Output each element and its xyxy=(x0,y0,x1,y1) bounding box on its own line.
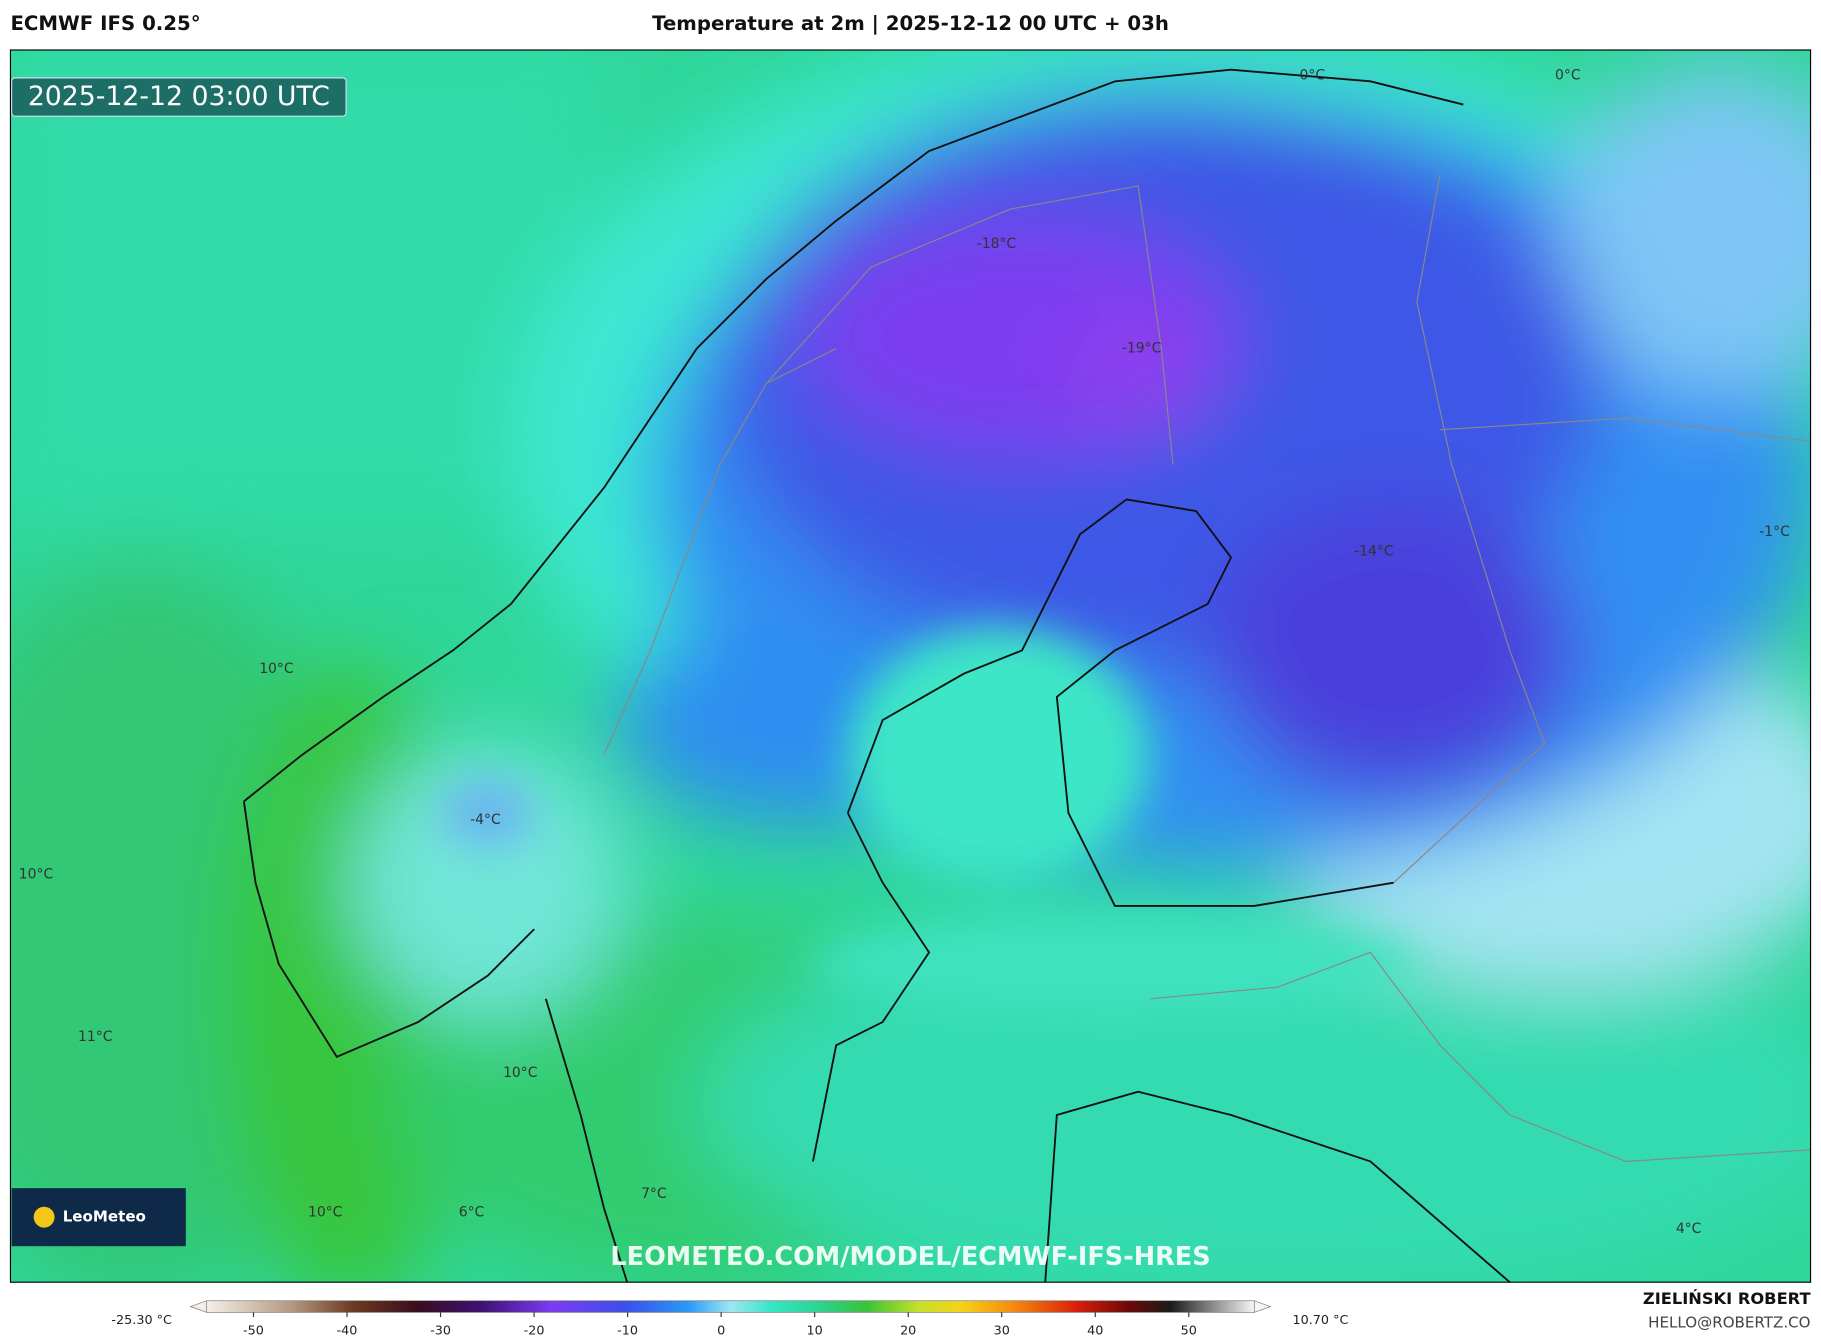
author-name: ZIELIŃSKI ROBERT xyxy=(1643,1289,1811,1308)
colorbar-tick-label: 30 xyxy=(994,1323,1010,1338)
temperature-label: 7°C xyxy=(641,1186,667,1202)
colorbar-tick-label: 10 xyxy=(807,1323,823,1338)
colorbar-tick-label: -50 xyxy=(243,1323,264,1338)
map-timestamp: 2025-12-12 03:00 UTC xyxy=(28,81,330,112)
author-email: HELLO@ROBERTZ.CO xyxy=(1648,1313,1811,1331)
temperature-label: 4°C xyxy=(1676,1221,1702,1237)
colorbar-end xyxy=(189,1300,208,1313)
map-frame xyxy=(9,49,1812,1283)
map-labels: 0°C 0°C -18°C -19°C -14°C -1°C 10°C -4°C 10°C 11°… xyxy=(19,68,1790,1237)
temperature-label: -18°C xyxy=(977,236,1016,252)
watermark: LEOMETEO.COM/MODEL/ECMWF-IFS-HRES xyxy=(610,1242,1210,1272)
colorbar: -25.30 °C 10.70 °C -50 -40 -30 -20 -10 0 10 20 3… xyxy=(111,1300,1349,1338)
logo-sun xyxy=(33,1206,55,1228)
temperature-label: 10°C xyxy=(503,1065,537,1081)
colorbar-tick-label: -20 xyxy=(524,1323,545,1338)
temperature-label: 0°C xyxy=(1555,68,1581,84)
colorbar-tick-label: -40 xyxy=(337,1323,358,1338)
colorbar-gradient xyxy=(206,1300,1255,1313)
map-title: Temperature at 2m | 2025-12-12 00 UTC + … xyxy=(652,12,1169,35)
temperature-label: -19°C xyxy=(1122,340,1161,356)
temperature-label: -4°C xyxy=(470,812,501,828)
colorbar-tick-label: 20 xyxy=(900,1323,916,1338)
temperature-label: 11°C xyxy=(78,1029,112,1045)
temperature-label: -1°C xyxy=(1759,524,1790,540)
temperature-field: 2025-12-12 03:00 UTC 0°C 0°C -18°C -19°C -14… xyxy=(10,49,1811,1283)
model-name: ECMWF IFS 0.25° xyxy=(10,12,200,35)
colorbar-min: -25.30 °C xyxy=(111,1313,172,1328)
temperature-label: 0°C xyxy=(1300,68,1326,84)
colorbar-tick-label: 40 xyxy=(1087,1323,1103,1338)
temperature-label: 6°C xyxy=(459,1205,485,1221)
colorbar-max: 10.70 °C xyxy=(1293,1313,1349,1328)
colorbar-end xyxy=(1253,1300,1272,1313)
temperature-label: 10°C xyxy=(308,1205,342,1221)
temperature-label: 10°C xyxy=(19,867,53,883)
logo-text: LeoMeteo xyxy=(63,1208,146,1226)
colorbar-tick-label: -10 xyxy=(617,1323,638,1338)
temperature-label: -14°C xyxy=(1354,544,1393,560)
colorbar-tick-label: -30 xyxy=(430,1323,451,1338)
colorbar-tick-label: 0 xyxy=(717,1323,725,1338)
temperature-label: 10°C xyxy=(259,661,293,677)
colorbar-tick-label: 50 xyxy=(1181,1323,1197,1338)
